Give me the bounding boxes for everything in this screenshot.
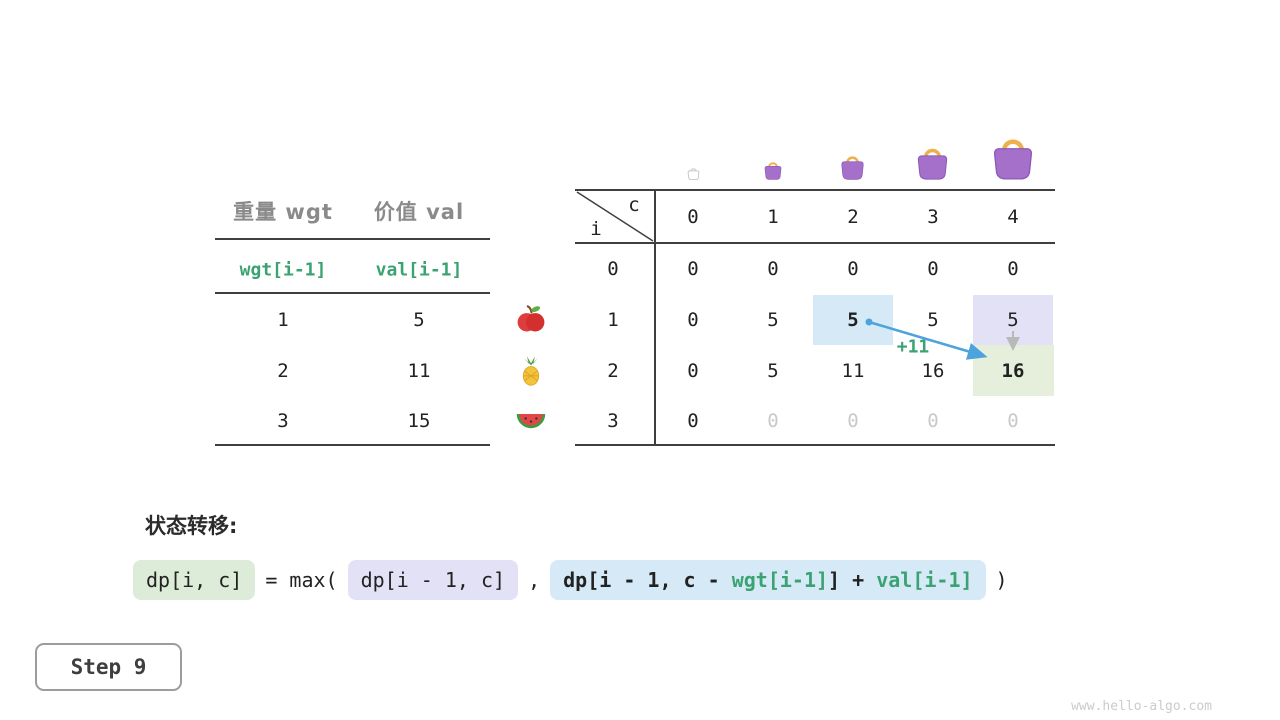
- formula-close-paren: ): [995, 568, 1008, 592]
- dp-cell-1-4: 5: [1007, 309, 1019, 331]
- dp-cell-3-3: 0: [927, 410, 939, 432]
- formula-term-take-part2: ] +: [828, 568, 877, 592]
- dp-table-rule-top: [575, 189, 1055, 191]
- dp-col-header-1: 1: [767, 206, 779, 228]
- formula-term-take-item: dp[i - 1, c - wgt[i-1]] + val[i-1]: [550, 560, 986, 600]
- dp-cell-2-1: 5: [767, 360, 779, 382]
- dp-row-header-0: 0: [607, 258, 619, 280]
- dp-cell-2-2: 11: [841, 360, 865, 382]
- apple-icon: [516, 303, 546, 335]
- dp-cell-2-3: 16: [921, 360, 945, 382]
- pineapple-icon: [518, 354, 544, 388]
- dp-col-header-0: 0: [687, 206, 699, 228]
- state-transition-label: 状态转移:: [145, 514, 238, 538]
- dp-row-header-1: 1: [607, 309, 619, 331]
- bag-icon-capacity-2: [839, 152, 866, 180]
- step-label: Step 9: [70, 655, 147, 679]
- state-transition-formula: dp[i, c] = max( dp[i - 1, c] , dp[i - 1,…: [133, 560, 1008, 600]
- bag-icon-capacity-4: [990, 132, 1036, 180]
- dp-table-rule-bottom: [575, 444, 1055, 446]
- dp-row-header-3: 3: [607, 410, 619, 432]
- dp-cell-3-2: 0: [847, 410, 859, 432]
- bag-icon-capacity-1: [763, 159, 783, 180]
- item-table-header-weight: 重量 wgt: [233, 200, 333, 224]
- item-table-rule-top: [215, 238, 490, 240]
- dp-cell-2-0: 0: [687, 360, 699, 382]
- dp-cell-0-4: 0: [1007, 258, 1019, 280]
- dp-col-header-3: 3: [927, 206, 939, 228]
- dp-table-rule-vertical: [654, 189, 656, 445]
- dp-cell-3-4: 0: [1007, 410, 1019, 432]
- dp-cell-0-0: 0: [687, 258, 699, 280]
- bag-icon-capacity-0: [687, 166, 700, 180]
- watermelon-icon: [515, 411, 547, 433]
- formula-term-take-wgt: wgt[i-1]: [731, 568, 829, 592]
- dp-cell-2-4: 16: [1001, 360, 1025, 382]
- dp-cell-0-3: 0: [927, 258, 939, 280]
- dp-col-header-4: 4: [1007, 206, 1019, 228]
- dp-cell-1-2: 5: [847, 309, 859, 331]
- item-table-val-formula: val[i-1]: [375, 259, 463, 281]
- formula-term-take-part1: dp[i - 1, c -: [563, 568, 732, 592]
- item-table-wgt-formula: wgt[i-1]: [239, 259, 327, 281]
- dp-cell-1-1: 5: [767, 309, 779, 331]
- dp-cell-3-0: 0: [687, 410, 699, 432]
- dp-cell-0-1: 0: [767, 258, 779, 280]
- dp-cell-1-0: 0: [687, 309, 699, 331]
- item-table-rule-mid: [215, 292, 490, 294]
- dp-row-header-2: 2: [607, 360, 619, 382]
- dp-cell-0-2: 0: [847, 258, 859, 280]
- dp-col-variable: c: [628, 194, 640, 216]
- formula-comma: ,: [528, 568, 541, 592]
- item-row-3-wgt: 3: [277, 410, 289, 432]
- transition-value-label: +11: [896, 336, 930, 358]
- formula-term-skip-item: dp[i - 1, c]: [347, 560, 519, 600]
- item-row-2-wgt: 2: [277, 360, 289, 382]
- step-indicator: Step 9: [35, 643, 182, 691]
- bag-icon-capacity-3: [915, 143, 950, 180]
- item-table-header-value: 价值 val: [373, 200, 465, 224]
- item-row-1-wgt: 1: [277, 309, 289, 331]
- formula-term-take-val: val[i-1]: [876, 568, 973, 592]
- item-row-3-val: 15: [407, 410, 431, 432]
- dp-corner-diagonal: [576, 191, 654, 242]
- dp-cell-1-3: 5: [927, 309, 939, 331]
- formula-dp-current: dp[i, c]: [133, 560, 256, 600]
- item-row-2-val: 11: [407, 360, 431, 382]
- dp-table-rule-header: [575, 242, 1055, 244]
- formula-equals-max: = max(: [265, 568, 338, 592]
- watermark: www.hello-algo.com: [1071, 699, 1212, 714]
- dp-cell-3-1: 0: [767, 410, 779, 432]
- item-table-rule-bottom: [215, 444, 490, 446]
- dp-col-header-2: 2: [847, 206, 859, 228]
- dp-row-variable: i: [590, 218, 602, 240]
- item-row-1-val: 5: [413, 309, 425, 331]
